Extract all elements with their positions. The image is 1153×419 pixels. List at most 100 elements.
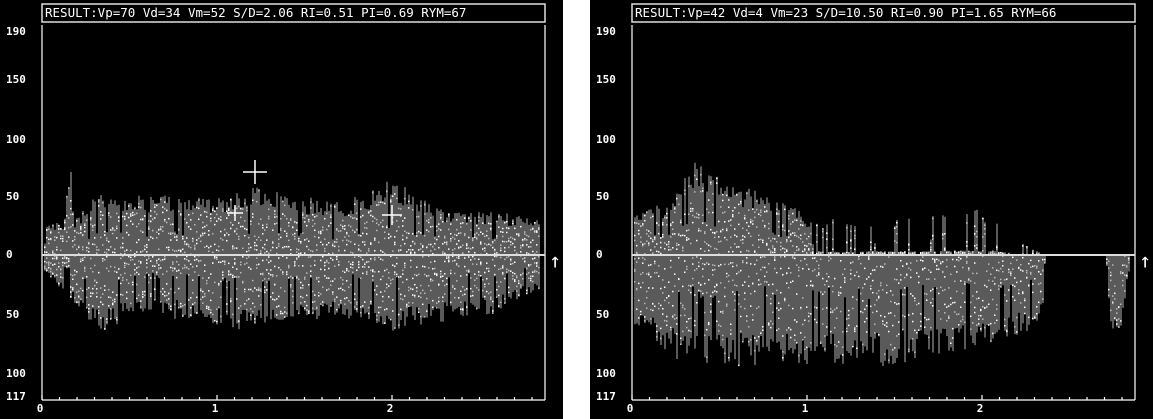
spectrum-speckle: [268, 262, 270, 264]
spectrum-speckle: [520, 251, 522, 253]
spectrum-speckle: [172, 263, 174, 265]
spectrum-column: [94, 255, 96, 318]
spectrum-speckle: [126, 249, 128, 251]
spectrum-column: [144, 255, 146, 308]
spectrum-column: [84, 215, 86, 255]
spectrum-speckle: [1126, 275, 1128, 277]
x-label: 2: [387, 402, 394, 415]
spectrum-speckle: [262, 260, 264, 262]
spectrum-speckle: [932, 235, 934, 237]
spectrum-speckle: [352, 267, 354, 269]
spectrum-speckle: [190, 314, 192, 316]
spectrum-speckle: [894, 279, 896, 281]
spectrum-speckle: [516, 275, 518, 277]
spectrum-speckle: [420, 232, 422, 234]
spectrum-speckle: [66, 241, 68, 243]
spectrum-speckle: [1020, 302, 1022, 304]
spectrum-speckle: [778, 318, 780, 320]
spectrum-column: [988, 255, 990, 325]
spectrum-speckle: [884, 324, 886, 326]
spectrum-speckle: [950, 274, 952, 276]
spectrum-speckle: [826, 326, 828, 328]
spectrum-column: [484, 255, 486, 300]
spectrum-speckle: [1004, 325, 1006, 327]
spectrum-speckle: [770, 327, 772, 329]
spectrum-column: [706, 255, 708, 363]
spectrum-speckle: [496, 235, 498, 237]
spectrum-speckle: [252, 280, 254, 282]
spectrum-column: [870, 227, 872, 255]
spectrum-speckle: [272, 276, 274, 278]
spectrum-speckle: [692, 210, 694, 212]
spectrum-speckle: [370, 303, 372, 305]
spectrum-speckle: [922, 256, 924, 258]
spectrum-speckle: [510, 241, 512, 243]
spectrum-column: [328, 211, 330, 255]
spectrum-column: [748, 255, 750, 346]
spectrum-speckle: [450, 270, 452, 272]
spectrum-speckle: [190, 247, 192, 249]
spectrum-speckle: [80, 298, 82, 300]
spectrum-speckle: [468, 237, 470, 239]
spectrum-speckle: [98, 272, 100, 274]
spectrum-speckle: [990, 340, 992, 342]
spectrum-speckle: [54, 258, 56, 260]
spectrum-column: [716, 177, 718, 255]
spectrum-speckle: [514, 262, 516, 264]
spectrum-speckle: [826, 280, 828, 282]
spectrum-speckle: [316, 277, 318, 279]
spectrum-speckle: [978, 323, 980, 325]
spectrum-speckle: [428, 219, 430, 221]
spectrum-column: [860, 255, 862, 341]
spectrum-speckle: [530, 229, 532, 231]
spectrum-speckle: [736, 273, 738, 275]
spectrum-speckle: [414, 274, 416, 276]
spectrum-speckle: [324, 248, 326, 250]
spectrum-speckle: [748, 209, 750, 211]
spectrum-speckle: [504, 247, 506, 249]
spectrum-column: [976, 255, 978, 333]
spectrum-column: [482, 255, 484, 298]
spectrum-column: [792, 209, 794, 255]
spectrum-speckle: [182, 268, 184, 270]
spectrum-speckle: [68, 258, 70, 260]
spectrum-speckle: [526, 274, 528, 276]
spectrum-speckle: [872, 312, 874, 314]
spectrum-speckle: [388, 233, 390, 235]
spectrum-speckle: [256, 267, 258, 269]
spectrum-speckle: [926, 278, 928, 280]
spectrum-speckle: [278, 257, 280, 259]
spectrum-speckle: [192, 266, 194, 268]
spectrum-speckle: [378, 307, 380, 309]
spectrum-column: [666, 208, 668, 255]
spectrum-speckle: [186, 244, 188, 246]
spectrum-speckle: [854, 327, 856, 329]
spectrum-column: [878, 255, 880, 336]
spectrum-speckle: [242, 226, 244, 228]
spectrum-column: [460, 255, 462, 315]
spectrum-speckle: [446, 283, 448, 285]
spectrum-column: [844, 255, 846, 297]
spectrum-speckle: [450, 273, 452, 275]
spectrum-speckle: [528, 277, 530, 279]
spectrum-speckle: [372, 191, 374, 193]
spectrum-speckle: [172, 249, 174, 251]
spectrum-column: [504, 221, 506, 255]
spectrum-speckle: [676, 245, 678, 247]
screenshot: RESULT:Vp=70 Vd=34 Vm=52 S/D=2.06 RI=0.5…: [0, 0, 1153, 419]
spectrum-speckle: [800, 235, 802, 237]
spectrum-speckle: [236, 208, 238, 210]
spectrum-speckle: [440, 276, 442, 278]
spectrum-speckle: [714, 269, 716, 271]
spectrum-speckle: [286, 313, 288, 315]
spectrum-speckle: [156, 271, 158, 273]
spectrum-speckle: [148, 282, 150, 284]
spectrum-speckle: [720, 241, 722, 243]
spectrum-speckle: [470, 288, 472, 290]
spectrum-speckle: [844, 281, 846, 283]
spectrum-column: [514, 255, 516, 290]
spectrum-speckle: [790, 223, 792, 225]
spectrum-speckle: [260, 290, 262, 292]
spectrum-speckle: [284, 307, 286, 309]
spectrum-speckle: [900, 274, 902, 276]
